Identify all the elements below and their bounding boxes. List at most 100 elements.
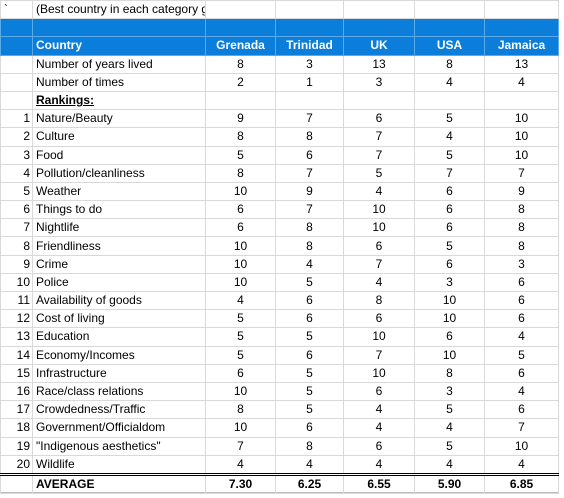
value-cell: 3 — [414, 272, 485, 293]
value-cell: 4 — [484, 72, 559, 92]
rank-number: 12 — [0, 309, 33, 329]
value-cell: 4 — [414, 454, 485, 475]
empty-cell — [0, 54, 33, 74]
header-cell — [0, 18, 33, 38]
row-label: Crowdedness/Traffic — [32, 400, 206, 420]
row-label: Number of years lived — [32, 54, 206, 74]
value-cell: 6 — [343, 109, 415, 129]
value-cell: 4 — [205, 290, 276, 311]
value-cell: 5 — [414, 109, 485, 129]
header-cell — [275, 18, 344, 38]
row-label: Cost of living — [32, 309, 206, 329]
average-value: 6.55 — [343, 472, 415, 495]
value-cell: 10 — [484, 109, 559, 129]
value-cell: 6 — [484, 272, 559, 293]
ranking-row: 20 Wildlife 4 4 4 4 4 — [0, 454, 559, 475]
ranking-row: 17 Crowdedness/Traffic 8 5 4 5 6 — [0, 400, 559, 420]
rank-number: 5 — [0, 181, 33, 202]
value-cell: 8 — [275, 436, 344, 456]
value-cell: 3 — [275, 54, 344, 74]
value-cell: 10 — [205, 181, 276, 202]
row-label: Culture — [32, 127, 206, 147]
value-cell: 5 — [414, 145, 485, 165]
empty-cell — [484, 0, 559, 20]
value-cell: 5 — [484, 345, 559, 365]
value-cell: 7 — [343, 127, 415, 147]
value-cell: 8 — [205, 54, 276, 74]
stat-row: Number of times 2 1 3 4 4 — [0, 72, 559, 92]
value-cell: 5 — [275, 400, 344, 420]
row-label: Crime — [32, 254, 206, 274]
rank-number: 15 — [0, 363, 33, 383]
value-cell: 4 — [484, 381, 559, 402]
value-cell: 4 — [275, 454, 344, 475]
ranking-row: 8 Friendliness 10 8 6 5 8 — [0, 236, 559, 256]
value-cell: 6 — [275, 145, 344, 165]
rank-number: 3 — [0, 145, 33, 165]
column-header: USA — [414, 36, 485, 56]
value-cell: 6 — [343, 309, 415, 329]
value-cell: 7 — [343, 145, 415, 165]
value-cell: 4 — [484, 327, 559, 347]
value-cell: 7 — [275, 200, 344, 220]
value-cell: 2 — [205, 72, 276, 92]
ranking-row: 12 Cost of living 5 6 6 10 6 — [0, 309, 559, 329]
ranking-row: 5 Weather 10 9 4 6 9 — [0, 181, 559, 202]
value-cell: 8 — [205, 127, 276, 147]
average-label: AVERAGE — [32, 472, 206, 495]
value-cell: 9 — [205, 109, 276, 129]
value-cell: 8 — [414, 363, 485, 383]
value-cell: 7 — [343, 254, 415, 274]
value-cell: 5 — [343, 163, 415, 183]
row-label: Nature/Beauty — [32, 109, 206, 129]
value-cell: 6 — [205, 363, 276, 383]
caption-row: `(Best country in each category gets 10) — [0, 0, 559, 20]
row-label: Government/Officialdom — [32, 418, 206, 438]
header-band — [0, 18, 559, 38]
average-value: 6.25 — [275, 472, 344, 495]
row-label: Economy/Incomes — [32, 345, 206, 365]
header-cell — [484, 18, 559, 38]
value-cell: 5 — [205, 327, 276, 347]
value-cell: 6 — [343, 436, 415, 456]
column-header: Jamaica — [484, 36, 559, 56]
ranking-row: 2 Culture 8 8 7 4 10 — [0, 127, 559, 147]
value-cell: 8 — [275, 127, 344, 147]
value-cell: 4 — [414, 72, 485, 92]
rankings-title-row: Rankings: — [0, 90, 559, 111]
value-cell: 6 — [414, 254, 485, 274]
ranking-row: 3 Food 5 6 7 5 10 — [0, 145, 559, 165]
ranking-row: 7 Nightlife 6 8 10 6 8 — [0, 218, 559, 238]
value-cell: 4 — [484, 454, 559, 475]
ranking-row: 6 Things to do 6 7 10 6 8 — [0, 200, 559, 220]
value-cell: 3 — [414, 381, 485, 402]
value-cell: 10 — [205, 272, 276, 293]
value-cell: 6 — [414, 218, 485, 238]
value-cell: 10 — [484, 145, 559, 165]
rank-number: 10 — [0, 272, 33, 293]
value-cell: 7 — [484, 418, 559, 438]
row-label: Nightlife — [32, 218, 206, 238]
value-cell: 13 — [343, 54, 415, 74]
empty-cell — [414, 0, 485, 20]
header-row: Country Grenada Trinidad UK USA Jamaica — [0, 36, 559, 56]
row-label: Availability of goods — [32, 290, 206, 311]
header-cell — [0, 36, 33, 56]
value-cell: 10 — [205, 381, 276, 402]
ranking-row: 9 Crime 10 4 7 6 3 — [0, 254, 559, 274]
value-cell: 7 — [205, 436, 276, 456]
value-cell: 4 — [414, 127, 485, 147]
average-value: 6.85 — [484, 472, 559, 495]
empty-cell — [275, 90, 344, 111]
empty-cell — [205, 0, 276, 20]
value-cell: 5 — [275, 363, 344, 383]
row-label: Infrastructure — [32, 363, 206, 383]
ranking-row: 18 Government/Officialdom 10 6 4 4 7 — [0, 418, 559, 438]
rankings-title: Rankings: — [32, 90, 206, 111]
value-cell: 5 — [414, 436, 485, 456]
value-cell: 6 — [343, 236, 415, 256]
row-label: Things to do — [32, 200, 206, 220]
value-cell: 9 — [275, 181, 344, 202]
